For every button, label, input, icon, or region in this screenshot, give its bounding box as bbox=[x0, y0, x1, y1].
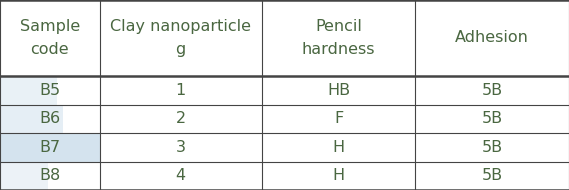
Bar bbox=[0, 162, 48, 190]
Bar bbox=[262, 133, 415, 162]
Text: H: H bbox=[332, 140, 345, 155]
Text: 1: 1 bbox=[175, 83, 186, 98]
Bar bbox=[0, 133, 100, 162]
Text: 5B: 5B bbox=[481, 111, 503, 126]
Bar bbox=[0, 105, 100, 133]
Bar bbox=[415, 105, 569, 133]
Bar bbox=[415, 76, 569, 104]
Bar bbox=[415, 0, 569, 76]
Text: 5B: 5B bbox=[481, 140, 503, 155]
Text: 4: 4 bbox=[176, 168, 185, 183]
Bar bbox=[0, 0, 100, 76]
Text: B5: B5 bbox=[39, 83, 60, 98]
Bar bbox=[100, 133, 262, 162]
Text: 5B: 5B bbox=[481, 83, 503, 98]
Bar bbox=[415, 133, 569, 162]
Text: Pencil
hardness: Pencil hardness bbox=[302, 19, 376, 57]
Text: Clay nanoparticle
g: Clay nanoparticle g bbox=[110, 19, 251, 57]
Text: H: H bbox=[332, 168, 345, 183]
Bar bbox=[262, 76, 415, 104]
Text: B8: B8 bbox=[39, 168, 60, 183]
Text: F: F bbox=[334, 111, 343, 126]
Text: B6: B6 bbox=[39, 111, 60, 126]
Bar bbox=[0, 76, 57, 104]
Bar bbox=[262, 105, 415, 133]
Bar bbox=[100, 105, 262, 133]
Bar bbox=[0, 76, 100, 104]
Text: B7: B7 bbox=[39, 140, 60, 155]
Bar bbox=[0, 133, 100, 162]
Text: 2: 2 bbox=[176, 111, 185, 126]
Text: HB: HB bbox=[327, 83, 350, 98]
Bar bbox=[100, 76, 262, 104]
Bar bbox=[100, 162, 262, 190]
Text: Sample
code: Sample code bbox=[20, 19, 80, 57]
Bar bbox=[0, 105, 63, 133]
Bar bbox=[0, 162, 100, 190]
Bar bbox=[262, 0, 415, 76]
Bar bbox=[100, 0, 262, 76]
Bar bbox=[262, 162, 415, 190]
Text: 5B: 5B bbox=[481, 168, 503, 183]
Bar bbox=[415, 162, 569, 190]
Text: 3: 3 bbox=[176, 140, 185, 155]
Text: Adhesion: Adhesion bbox=[455, 31, 529, 45]
